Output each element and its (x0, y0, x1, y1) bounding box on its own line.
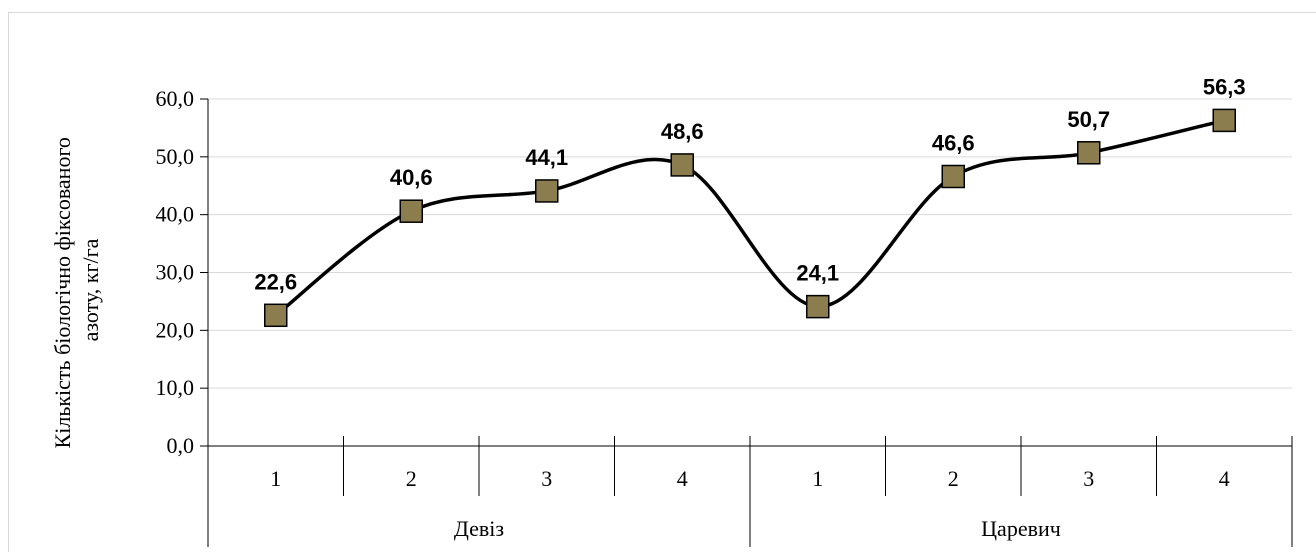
data-label: 48,6 (661, 119, 704, 144)
data-marker (670, 153, 694, 177)
y-axis-title-line-1: Кількість біологічно фіксованого (50, 137, 75, 448)
y-tick-label: 50,0 (156, 144, 195, 169)
data-marker (399, 199, 423, 223)
y-axis-title: Кількість біологічно фіксованого азоту, … (50, 132, 103, 449)
data-marker (941, 164, 965, 189)
y-tick-label: 30,0 (156, 260, 195, 285)
x-group-label: Девіз (454, 516, 504, 541)
data-label: 24,1 (796, 261, 839, 286)
data-marker (806, 294, 830, 319)
y-tick-label: 0,0 (167, 433, 195, 458)
data-markers (264, 108, 1236, 328)
x-tick-label: 2 (406, 466, 417, 491)
x-tick-label: 1 (812, 466, 823, 491)
y-tick-label: 60,0 (156, 86, 195, 111)
data-label: 56,3 (1203, 74, 1246, 99)
x-tick-label: 2 (948, 466, 959, 491)
data-marker (1212, 108, 1236, 133)
x-tick-label: 3 (541, 466, 552, 491)
data-label: 44,1 (525, 145, 568, 170)
x-group-label: Царевич (981, 516, 1061, 541)
data-marker (1077, 141, 1101, 165)
x-tick-label: 3 (1083, 466, 1094, 491)
y-axis-title-line-2: азоту, кг/га (78, 238, 103, 341)
grid-lines (208, 98, 1292, 389)
x-tick-label: 1 (270, 466, 281, 491)
data-label: 22,6 (254, 269, 297, 294)
y-tick-labels: 0,0 10,0 20,0 30,0 40,0 50,0 60,0 (156, 86, 195, 458)
y-tick-label: 10,0 (156, 375, 195, 400)
data-label: 50,7 (1067, 107, 1110, 132)
axes (200, 98, 1293, 547)
data-labels: 22,6 40,6 44,1 48,6 24,1 46,6 50,7 56,3 (254, 74, 1245, 294)
x-tick-labels: 1 2 3 4 1 2 3 4 (270, 466, 1230, 491)
data-label: 46,6 (932, 130, 975, 155)
x-tick-label: 4 (677, 466, 688, 491)
x-group-labels: Девіз Царевич (454, 516, 1061, 541)
chart-frame (8, 12, 1316, 552)
y-tick-label: 40,0 (156, 202, 195, 227)
x-tick-label: 4 (1219, 466, 1230, 491)
data-marker (264, 303, 288, 328)
y-tick-label: 20,0 (156, 317, 195, 342)
data-label: 40,6 (390, 165, 433, 190)
data-marker (535, 179, 559, 203)
